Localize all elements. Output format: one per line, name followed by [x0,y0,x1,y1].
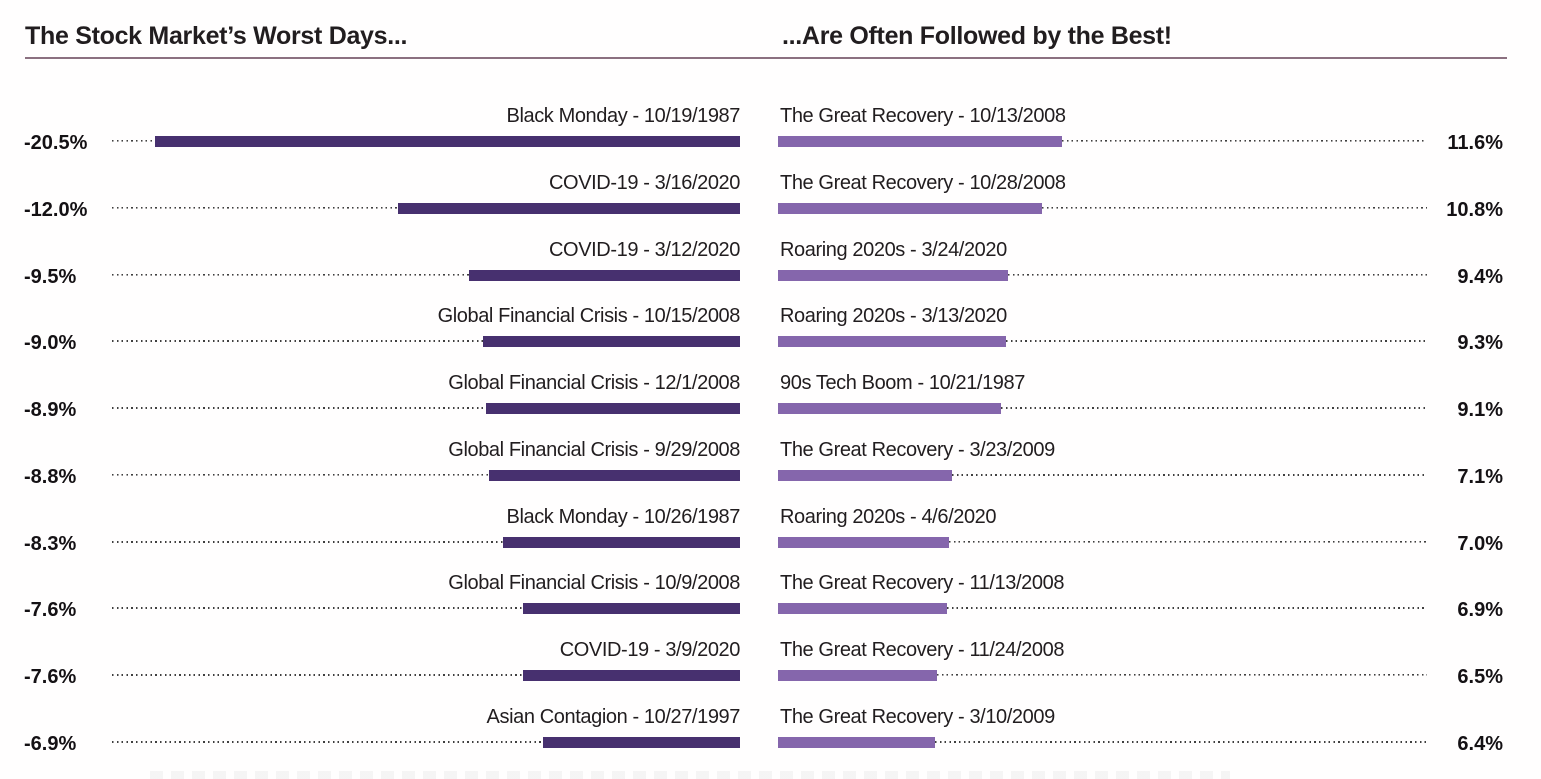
leader-dots-right [946,607,1427,610]
leader-dots-right [937,674,1427,676]
best-day-label: Roaring 2020s - 3/24/2020 [780,238,1007,261]
worst-day-value: -8.9% [24,399,77,421]
best-day-value: 9.3% [1457,332,1503,355]
best-day-value: 11.6% [1447,132,1503,154]
leader-dots-left [112,206,398,209]
title-divider [25,57,1507,59]
worst-day-value: -12.0% [24,198,88,221]
worst-day-bar [543,736,740,748]
worst-day-bar [488,469,740,481]
best-day-label: The Great Recovery - 10/13/2008 [780,105,1066,127]
leader-dots-left [112,740,544,743]
worst-day-label: Global Financial Crisis - 9/29/2008 [448,438,740,461]
worst-day-value: -8.3% [24,532,77,555]
leader-dots-left [112,540,504,543]
best-day-bar [778,736,935,748]
worst-day-bar [483,336,740,348]
best-day-bar [778,136,1062,147]
leader-dots-right [1042,206,1427,209]
worst-day-value: -7.6% [24,666,77,688]
leader-dots-left [112,140,155,142]
best-day-value: 10.8% [1446,198,1503,221]
best-day-label: Roaring 2020s - 3/13/2020 [780,305,1007,328]
best-day-bar [778,670,938,681]
best-day-bar [778,536,950,548]
worst-day-label: Black Monday - 10/19/1987 [506,105,741,127]
best-day-label: The Great Recovery - 10/28/2008 [780,171,1066,194]
right-title: ...Are Often Followed by the Best! [782,22,1172,50]
leader-dots-left [112,607,524,610]
leader-dots-right [949,540,1427,543]
best-day-bar [778,603,947,615]
worst-day-value: -9.0% [24,332,77,355]
best-day-label: The Great Recovery - 11/13/2008 [780,572,1065,595]
leader-dots-right [1000,407,1427,409]
worst-day-bar [523,670,740,681]
worst-day-label: COVID-19 - 3/12/2020 [549,238,740,261]
worst-day-label: Global Financial Crisis - 12/1/2008 [448,372,740,394]
clipped-footnote-text [150,771,1230,779]
best-day-value: 6.4% [1457,732,1503,755]
best-day-label: Roaring 2020s - 4/6/2020 [780,505,997,528]
worst-day-value: -7.6% [24,599,77,622]
leader-dots-left [112,273,469,276]
best-day-label: 90s Tech Boom - 10/21/1987 [780,372,1025,394]
best-day-value: 7.0% [1457,532,1503,555]
best-day-bar [778,336,1006,348]
best-day-bar [778,403,1001,414]
worst-day-label: Global Financial Crisis - 10/9/2008 [448,572,740,595]
worst-day-bar [486,403,740,414]
left-title: The Stock Market’s Worst Days... [25,22,408,50]
worst-day-value: -8.8% [24,465,77,488]
best-day-label: The Great Recovery - 3/23/2009 [780,438,1055,461]
worst-day-value: -20.5% [24,132,88,154]
best-day-bar [778,469,952,481]
best-day-value: 7.1% [1457,465,1503,488]
worst-day-bar [503,536,740,548]
worst-day-bar [468,269,740,281]
worst-day-bar [397,202,740,214]
leader-dots-right [1008,273,1427,276]
worst-day-value: -6.9% [24,732,77,755]
worst-day-label: Black Monday - 10/26/1987 [506,505,741,528]
worst-day-value: -9.5% [24,265,77,288]
leader-dots-left [112,340,484,343]
leader-dots-left [112,674,524,676]
leader-dots-right [1062,140,1427,142]
best-day-bar [778,202,1043,214]
worst-day-bar [155,136,740,147]
best-day-label: The Great Recovery - 3/10/2009 [780,705,1055,728]
best-day-value: 9.4% [1457,265,1503,288]
worst-day-bar [523,603,740,615]
best-day-value: 6.9% [1457,599,1503,622]
best-day-value: 9.1% [1457,399,1503,421]
leader-dots-right [934,740,1427,743]
worst-day-label: Asian Contagion - 10/27/1997 [486,705,741,728]
leader-dots-right [1005,340,1427,343]
worst-day-label: COVID-19 - 3/16/2020 [549,171,740,194]
best-day-bar [778,269,1009,281]
best-day-value: 6.5% [1457,666,1503,688]
leader-dots-right [951,473,1427,476]
worst-day-label: Global Financial Crisis - 10/15/2008 [437,305,741,328]
leader-dots-left [112,407,487,409]
leader-dots-left [112,473,489,476]
worst-day-label: COVID-19 - 3/9/2020 [559,639,741,661]
best-day-label: The Great Recovery - 11/24/2008 [780,639,1065,661]
